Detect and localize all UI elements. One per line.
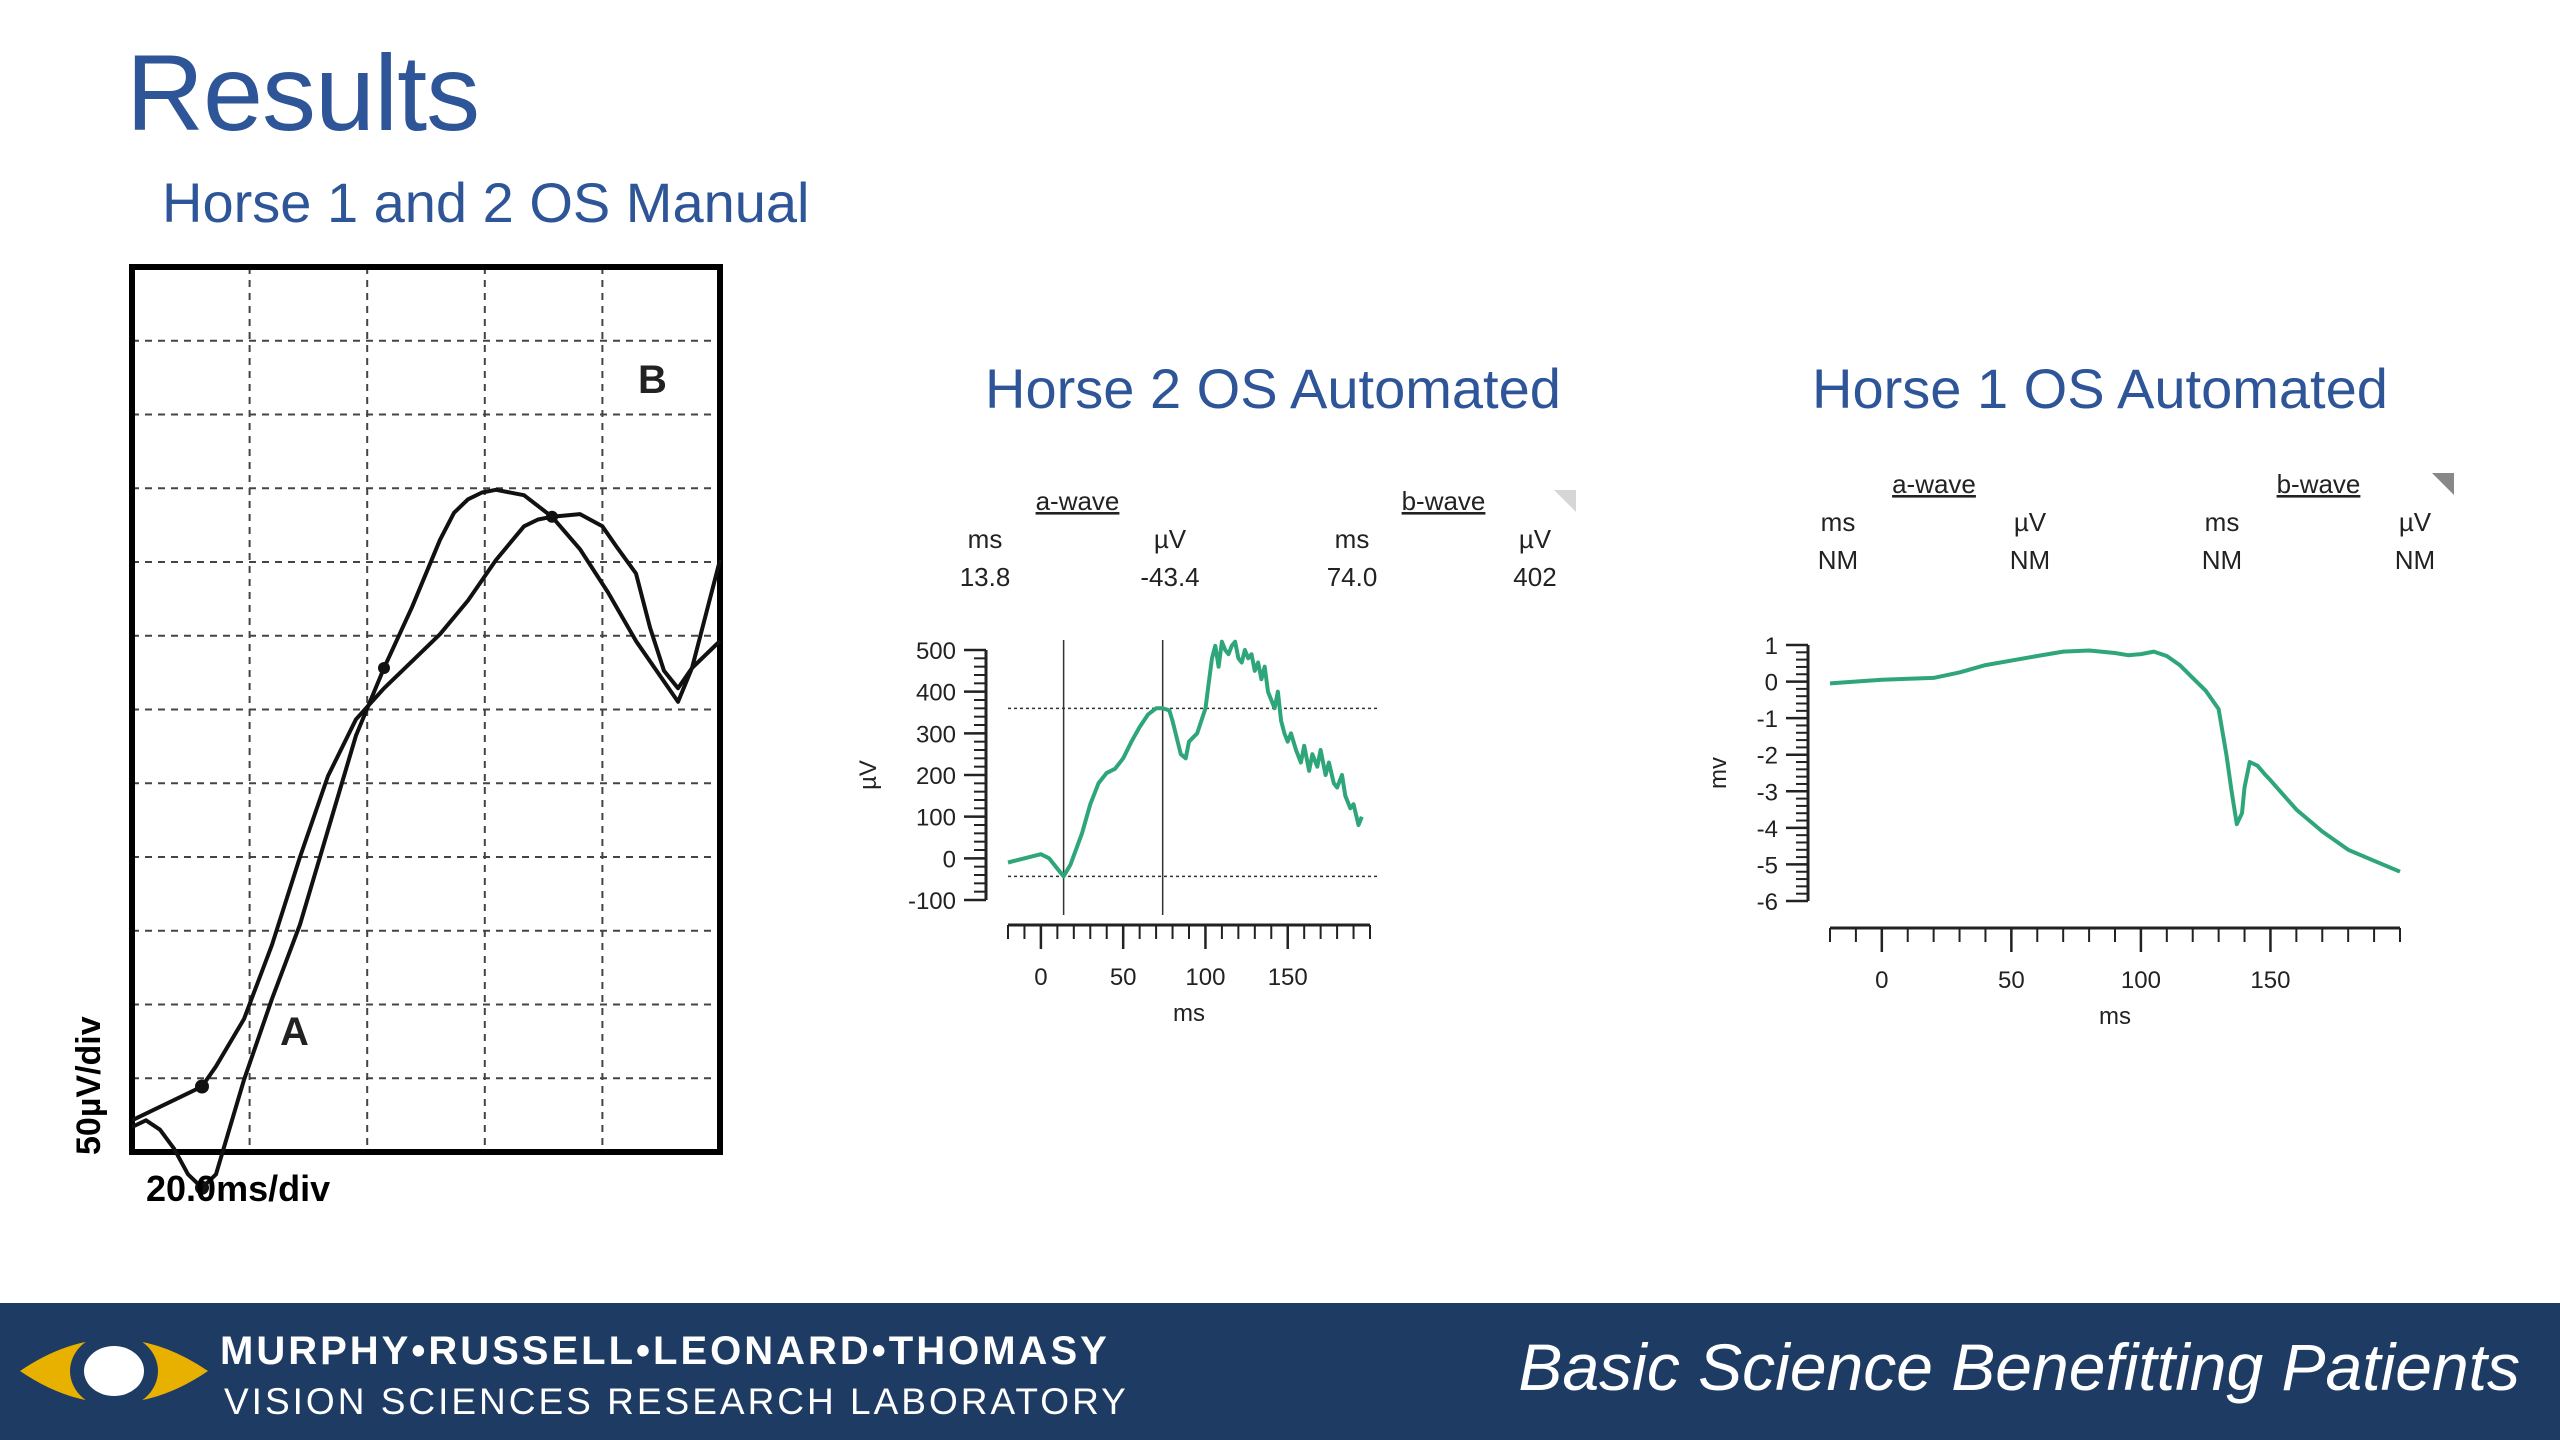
footer-banner: MURPHY•RUSSELL•LEONARD•THOMASY VISION SC… <box>0 1303 2560 1440</box>
corner-marker-icon <box>1554 490 1576 512</box>
manual-chart-y-axis-label: 50µV/div <box>70 1016 108 1155</box>
table-unit-header: µV <box>2014 507 2047 537</box>
table-unit-header: µV <box>1519 524 1552 554</box>
table-unit-header: ms <box>968 524 1003 554</box>
x-axis-tick-label: 0 <box>1034 964 1047 991</box>
y-axis-tick-label: 200 <box>916 763 956 790</box>
y-axis-label: µV <box>855 760 882 790</box>
x-axis-tick-label: 0 <box>1875 967 1888 994</box>
y-axis-tick-label: 500 <box>916 638 956 665</box>
eye-logo-icon <box>20 1333 208 1409</box>
erg-trace-line <box>1829 648 2401 874</box>
manual-chart: A B 50µV/div 20.0ms/div <box>70 264 723 1209</box>
table-value: NM <box>1818 545 1858 575</box>
horse1-chart: a-wave b-wave ms µV ms µV NM NM NM NM 1 0 -1 -2 -3 -4 -5… <box>1705 469 2454 1030</box>
table-value: NM <box>2395 545 2435 575</box>
x-axis-tick-label: 50 <box>1110 964 1137 991</box>
y-axis-tick-label: -6 <box>1757 889 1778 916</box>
x-axis-label: ms <box>1173 1000 1205 1027</box>
y-axis-tick-label: -2 <box>1757 743 1778 770</box>
b-wave-heading: b-wave <box>2277 469 2361 499</box>
manual-trace-1 <box>131 487 722 1190</box>
x-axis-tick-label: 100 <box>2121 967 2161 994</box>
y-axis-tick-label: 100 <box>916 805 956 832</box>
a-wave-heading: a-wave <box>1892 469 1976 499</box>
b-wave-peak-point <box>546 510 558 523</box>
x-axis-tick-label: 150 <box>2250 967 2290 994</box>
x-axis-tick-label: 150 <box>1268 964 1308 991</box>
slide-title: Results <box>126 32 480 153</box>
x-axis-tick-label: 50 <box>1998 967 2025 994</box>
y-axis-tick-label: -5 <box>1757 852 1778 879</box>
lab-name: MURPHY•RUSSELL•LEONARD•THOMASY <box>220 1329 1110 1373</box>
b-wave-heading: b-wave <box>1402 486 1486 516</box>
x-axis-label: ms <box>2099 1003 2131 1030</box>
table-value: NM <box>2010 545 2050 575</box>
a-wave-trough-point <box>195 1180 209 1195</box>
y-axis-tick-label: -1 <box>1757 706 1778 733</box>
y-axis-tick-label: 0 <box>943 846 956 873</box>
manual-chart-x-axis-label: 20.0ms/div <box>146 1168 330 1209</box>
manual-chart-frame <box>129 264 723 1155</box>
erg-trace-line <box>1007 639 1364 879</box>
a-wave-heading: a-wave <box>1036 486 1120 516</box>
manual-chart-series <box>131 487 722 1195</box>
table-unit-header: µV <box>2399 507 2432 537</box>
table-value: 74.0 <box>1327 562 1378 592</box>
a-wave-marker-label: A <box>280 1010 309 1054</box>
manual-chart-title: Horse 1 and 2 OS Manual <box>162 171 810 234</box>
a-wave-trough-point <box>195 1079 209 1094</box>
tagline: Basic Science Benefitting Patients <box>1518 1330 2520 1404</box>
manual-trace-2 <box>131 512 722 1123</box>
b-wave-marker-label: B <box>638 358 667 402</box>
manual-chart-grid <box>132 267 720 1152</box>
x-axis-tick-label: 100 <box>1185 964 1225 991</box>
horse1-chart-title: Horse 1 OS Automated <box>1812 357 2388 420</box>
table-unit-header: µV <box>1154 524 1187 554</box>
table-unit-header: ms <box>1335 524 1370 554</box>
y-axis-tick-label: 1 <box>1765 633 1778 660</box>
y-axis-tick-label: 300 <box>916 721 956 748</box>
y-axis-tick-label: -4 <box>1757 816 1778 843</box>
y-axis-tick-label: -100 <box>908 888 956 915</box>
corner-marker-icon <box>2432 473 2454 495</box>
table-value: -43.4 <box>1140 562 1199 592</box>
b-wave-peak-point <box>378 662 390 674</box>
horse2-chart-title: Horse 2 OS Automated <box>985 357 1561 420</box>
table-value: NM <box>2202 545 2242 575</box>
table-value: 13.8 <box>960 562 1011 592</box>
y-axis-tick-label: -3 <box>1757 779 1778 806</box>
y-axis-label: mv <box>1705 757 1732 789</box>
lab-subtitle: VISION SCIENCES RESEARCH LABORATORY <box>224 1381 1129 1422</box>
table-value: 402 <box>1513 562 1556 592</box>
table-unit-header: ms <box>2205 507 2240 537</box>
y-axis-tick-label: 400 <box>916 680 956 707</box>
y-axis-tick-label: 0 <box>1765 670 1778 697</box>
table-unit-header: ms <box>1821 507 1856 537</box>
